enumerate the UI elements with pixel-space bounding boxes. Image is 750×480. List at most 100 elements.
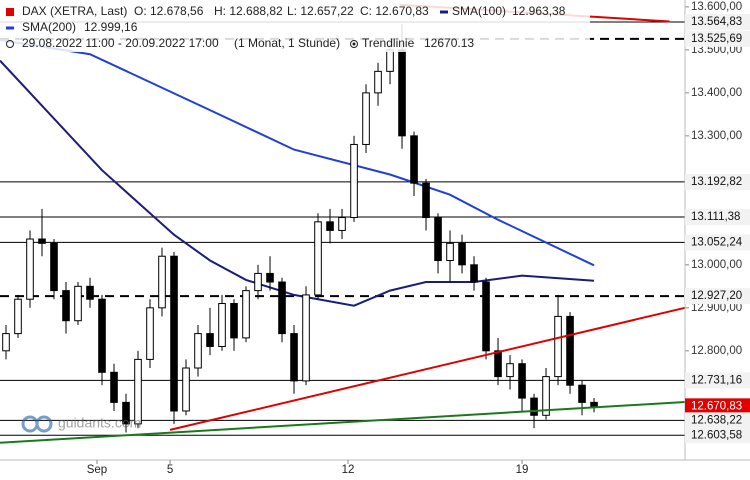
candle-body: [590, 401, 598, 407]
candle-body: [38, 238, 46, 244]
close: C: 12.670,83: [360, 4, 429, 18]
y-tick-label: 13.500,00: [691, 44, 742, 56]
level-label-box: [685, 30, 750, 47]
candle-body: [86, 285, 94, 300]
sma-line: [0, 39, 595, 267]
candle-body: [170, 255, 178, 412]
candle-body: [50, 242, 58, 292]
level-label-box: [685, 13, 750, 30]
x-tick-label: Sep: [87, 464, 107, 476]
candle-body: [434, 217, 442, 262]
candle-body: [134, 358, 142, 425]
candle-body: [578, 384, 586, 403]
candle-body: [302, 294, 310, 382]
candle-body: [194, 333, 202, 369]
level-label-box: [685, 208, 750, 225]
candle-body: [314, 221, 322, 296]
legend-value: 12.963,38: [512, 4, 566, 18]
candle-body: [290, 333, 298, 382]
candle-body: [554, 315, 562, 378]
candle-body: [218, 303, 226, 348]
candle-body: [254, 272, 262, 292]
legend-entry: SMA(200): [22, 20, 76, 34]
y-tick-label: 13.000,00: [691, 259, 742, 271]
period: 29.08.2022 11:00 - 20.09.2022 17:00: [22, 36, 219, 50]
candle-body: [206, 333, 214, 348]
y-tick-label: 13.400,00: [691, 87, 742, 99]
candle-body: [182, 367, 190, 412]
candle-body: [446, 242, 454, 262]
plot-area: [0, 3, 686, 444]
candle-body: [542, 376, 550, 416]
level-label-box: [685, 427, 750, 444]
candle-body: [74, 285, 82, 322]
instrument: DAX (XETRA, Last): [22, 4, 127, 18]
x-tick-label: 12: [342, 464, 355, 476]
candle-body: [350, 143, 358, 219]
trendline-value: 12670.13: [424, 36, 474, 50]
legend-value: 12.999,16: [84, 20, 138, 34]
level-label-box: [685, 234, 750, 251]
y-tick-label: 13.300,00: [691, 130, 742, 142]
level-label-box: [685, 398, 750, 415]
level-label: 12.670,83: [691, 400, 742, 412]
level-label: 13.111,38: [691, 211, 740, 223]
candle-body: [122, 401, 130, 425]
legend-entry: SMA(100): [452, 4, 506, 18]
y-tick-label: 12.800,00: [691, 345, 742, 357]
trendline: [169, 306, 686, 431]
legend: DAX (XETRA, Last) O: 12.678,56 H: 12.688…: [0, 0, 590, 52]
level-label: 13.564,83: [691, 16, 742, 28]
level-label-box: [685, 412, 750, 429]
legend-marker: [350, 40, 358, 48]
level-label-box: [685, 372, 750, 389]
candle-body: [506, 363, 514, 378]
candle-body: [158, 255, 166, 309]
watermark-text: guidants.com: [58, 415, 141, 431]
level-label: 13.052,24: [691, 236, 743, 248]
watermark: guidants.com: [21, 415, 141, 433]
candle-body: [362, 92, 370, 145]
x-tick-label: 19: [516, 464, 529, 476]
sma-line: [0, 59, 595, 307]
trendline: [0, 401, 686, 444]
candle-body: [98, 298, 106, 373]
legend-marker: [6, 8, 14, 16]
candle-body: [482, 281, 490, 352]
level-label: 13.192,82: [691, 176, 742, 188]
trendline-name: Trendlinie: [362, 36, 415, 50]
candle-body: [518, 363, 526, 399]
candle-body: [278, 281, 286, 335]
candle-body: [398, 49, 406, 137]
candle-body: [386, 49, 394, 72]
candle-body: [146, 307, 154, 360]
legend-marker: [352, 42, 356, 46]
candle-body: [266, 272, 274, 283]
candle-body: [422, 182, 430, 219]
candle-body: [374, 70, 382, 94]
high: H: 12.688,82: [214, 4, 283, 18]
candle-body: [2, 333, 10, 352]
interval: (1 Monat, 1 Stunde): [234, 36, 340, 50]
candle-body: [566, 315, 574, 386]
x-tick-label: 5: [167, 464, 173, 476]
candle-body: [470, 264, 478, 283]
level-label-box: [685, 288, 750, 305]
candle-body: [338, 217, 346, 231]
candle-body: [458, 242, 466, 266]
candle-body: [530, 397, 538, 416]
candle-body: [26, 238, 34, 300]
level-label: 13.525,69: [691, 33, 742, 45]
watermark-logo: [35, 415, 53, 433]
level-label: 12.927,20: [691, 290, 742, 302]
y-tick-label: 12.900,00: [691, 302, 742, 314]
low: L: 12.657,22: [287, 4, 354, 18]
candle-body: [62, 290, 70, 322]
level-label: 12.603,58: [691, 429, 742, 441]
candle-body: [326, 221, 334, 231]
legend-marker: [6, 40, 14, 48]
y-tick-label: 13.600,00: [691, 1, 742, 13]
candle-body: [494, 350, 502, 378]
